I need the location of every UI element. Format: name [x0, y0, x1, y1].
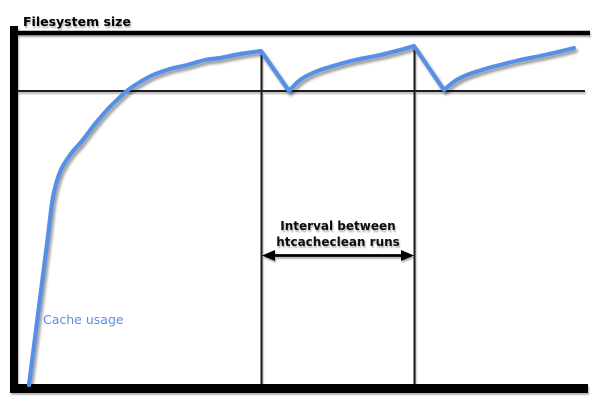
- interval-label-line-2: htcacheclean runs: [276, 235, 400, 249]
- filesystem-size-label: Filesystem size: [23, 14, 131, 29]
- interval-label-line-1: Interval between: [280, 219, 395, 233]
- interval-arrow-head-left-icon: [262, 250, 275, 261]
- cache-usage-curve: [26, 43, 577, 388]
- cache-usage-label: Cache usage: [43, 312, 124, 327]
- x-axis: [10, 384, 588, 393]
- y-axis: [10, 26, 18, 393]
- interval-arrow-head-right-icon: [401, 250, 414, 261]
- interval-arrow: [262, 250, 414, 261]
